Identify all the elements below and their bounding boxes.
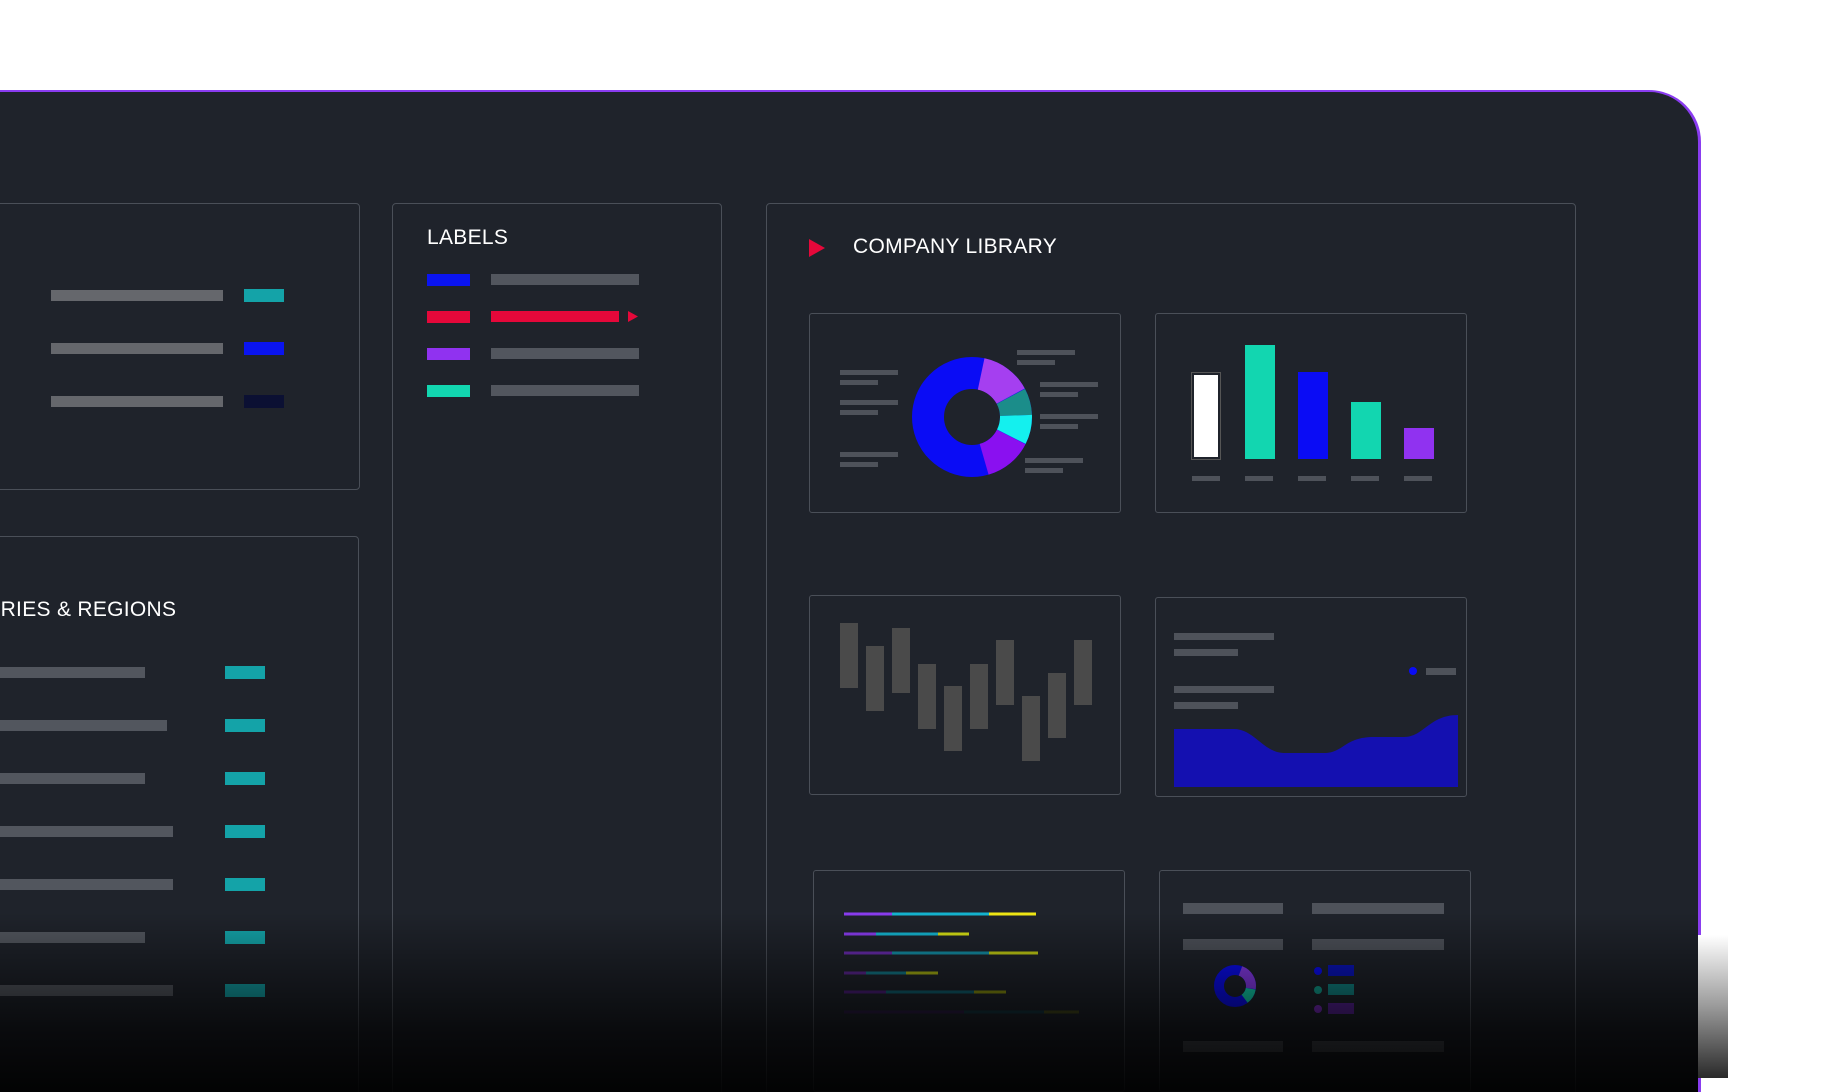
countries-regions-panel: NTRIES & REGIONS [0, 536, 359, 1092]
country-swatch [225, 984, 265, 997]
country-swatch [225, 772, 265, 785]
right-edge-gradient [1698, 935, 1728, 1078]
thumbnail-donut-chart[interactable] [809, 313, 1121, 513]
country-swatch [225, 825, 265, 838]
thumbnail-bar-chart[interactable] [1155, 313, 1467, 513]
row-swatch [244, 342, 284, 355]
label-bar [491, 348, 639, 359]
label-bar [491, 385, 639, 396]
labels-title: LABELS [427, 226, 509, 249]
app-window: NTRIES & REGIONS LABELS COMPANY LIBRARY [0, 90, 1701, 1092]
country-bar [0, 932, 145, 943]
country-bar [0, 773, 145, 784]
top-left-panel [0, 203, 360, 490]
company-library-title: COMPANY LIBRARY [853, 235, 1058, 258]
label-color-swatch [427, 385, 470, 397]
country-bar [0, 826, 173, 837]
label-color-swatch [427, 311, 470, 323]
row-bar [51, 290, 223, 301]
row-swatch [244, 395, 284, 408]
selected-arrow-icon [628, 311, 638, 322]
country-swatch [225, 878, 265, 891]
label-color-swatch [427, 274, 470, 286]
label-bar [491, 311, 619, 322]
country-bar [0, 720, 167, 731]
row-bar [51, 396, 223, 407]
company-library-panel: COMPANY LIBRARY [766, 203, 1576, 1092]
country-swatch [225, 931, 265, 944]
country-bar [0, 667, 145, 678]
area-graphic [1174, 715, 1458, 787]
thumbnail-candlestick-chart[interactable] [809, 595, 1121, 795]
country-swatch [225, 666, 265, 679]
country-bar [0, 985, 173, 996]
label-color-swatch [427, 348, 470, 360]
thumbnail-multi-line-chart[interactable] [813, 870, 1125, 1092]
thumbnail-summary-table[interactable] [1159, 870, 1471, 1092]
labels-panel: LABELS [392, 203, 722, 1092]
country-swatch [225, 719, 265, 732]
country-bar [0, 879, 173, 890]
donut-graphic [912, 357, 1032, 477]
row-swatch [244, 289, 284, 302]
play-icon[interactable] [809, 239, 827, 259]
countries-regions-title: NTRIES & REGIONS [0, 598, 177, 621]
label-bar [491, 274, 639, 285]
row-bar [51, 343, 223, 354]
thumbnail-area-chart[interactable] [1155, 597, 1467, 797]
